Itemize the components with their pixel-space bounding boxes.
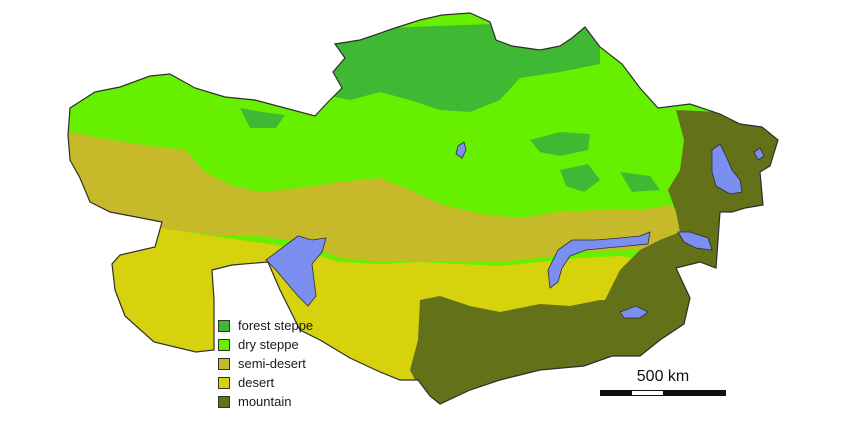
forest-steppe-patch bbox=[620, 172, 660, 192]
scale-segment bbox=[632, 391, 663, 395]
legend-item-dry-steppe: dry steppe bbox=[218, 335, 358, 354]
legend-label: semi-desert bbox=[238, 356, 306, 371]
legend-item-forest-steppe: forest steppe bbox=[218, 316, 358, 335]
alakol-lake bbox=[677, 231, 713, 251]
scale-segment bbox=[601, 391, 632, 395]
caspian-sea bbox=[265, 235, 327, 307]
legend-swatch bbox=[218, 395, 230, 408]
legend-swatch bbox=[218, 338, 230, 351]
semi-desert-zone bbox=[68, 130, 700, 262]
legend-item-desert: desert bbox=[218, 373, 358, 392]
legend-label: forest steppe bbox=[238, 318, 314, 333]
scale-bar: 500 km bbox=[598, 368, 728, 398]
map-legend: forest steppe dry steppe semi-desert des… bbox=[218, 316, 358, 411]
kapchagay-reservoir bbox=[619, 305, 649, 319]
legend-swatch bbox=[218, 319, 230, 332]
legend-label: dry steppe bbox=[238, 337, 299, 352]
small-lake-north bbox=[455, 141, 467, 159]
legend-item-mountain: mountain bbox=[218, 392, 358, 411]
forest-steppe-patch bbox=[560, 164, 600, 192]
legend-label: desert bbox=[238, 375, 275, 390]
forest-steppe-patch bbox=[530, 132, 590, 156]
scale-track bbox=[600, 390, 726, 396]
forest-steppe-patch bbox=[240, 108, 285, 128]
small-lake-east bbox=[753, 147, 765, 161]
balkhash-lake bbox=[547, 231, 651, 289]
legend-swatch bbox=[218, 376, 230, 389]
zaysan-lake bbox=[711, 143, 743, 195]
scale-label: 500 km bbox=[636, 368, 690, 385]
legend-swatch bbox=[218, 357, 230, 370]
legend-label: mountain bbox=[238, 394, 292, 409]
legend-item-semi-desert: semi-desert bbox=[218, 354, 358, 373]
scale-segment bbox=[663, 391, 725, 395]
